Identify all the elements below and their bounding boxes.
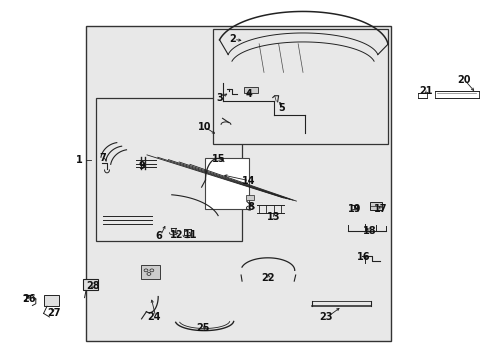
Text: 7: 7 [100, 153, 106, 163]
Text: 12: 12 [169, 230, 183, 239]
Text: 21: 21 [418, 86, 432, 96]
Text: 1: 1 [76, 155, 83, 165]
Bar [82, 279, 98, 291]
Text: 25: 25 [196, 323, 209, 333]
Bar [141, 265, 159, 279]
Bar [409, 30, 485, 108]
Bar [243, 87, 258, 93]
Bar [205, 158, 249, 209]
Text: 20: 20 [456, 75, 470, 85]
Bar [369, 202, 382, 211]
Text: 8: 8 [246, 202, 253, 212]
Text: 17: 17 [373, 204, 387, 215]
Text: 5: 5 [278, 103, 285, 113]
Bar [96, 98, 242, 241]
Text: 27: 27 [47, 309, 61, 318]
Text: 23: 23 [319, 312, 332, 322]
Text: 11: 11 [184, 230, 197, 239]
Text: 10: 10 [197, 122, 211, 132]
Text: 16: 16 [357, 252, 370, 262]
Bar [43, 295, 59, 306]
Text: 18: 18 [362, 226, 375, 236]
Text: 14: 14 [241, 176, 255, 186]
Bar [212, 30, 387, 144]
Text: 19: 19 [347, 204, 361, 215]
Text: 3: 3 [216, 93, 223, 103]
Text: 22: 22 [261, 273, 274, 283]
Text: 13: 13 [266, 212, 280, 221]
Text: 28: 28 [86, 281, 100, 291]
Text: 15: 15 [212, 154, 225, 164]
Text: 9: 9 [139, 161, 145, 171]
Text: 26: 26 [22, 294, 36, 304]
Text: 2: 2 [228, 35, 235, 44]
Bar [86, 26, 390, 341]
Text: 4: 4 [245, 89, 252, 99]
Text: 24: 24 [147, 312, 161, 322]
Bar [245, 195, 253, 200]
Text: 6: 6 [156, 231, 162, 240]
